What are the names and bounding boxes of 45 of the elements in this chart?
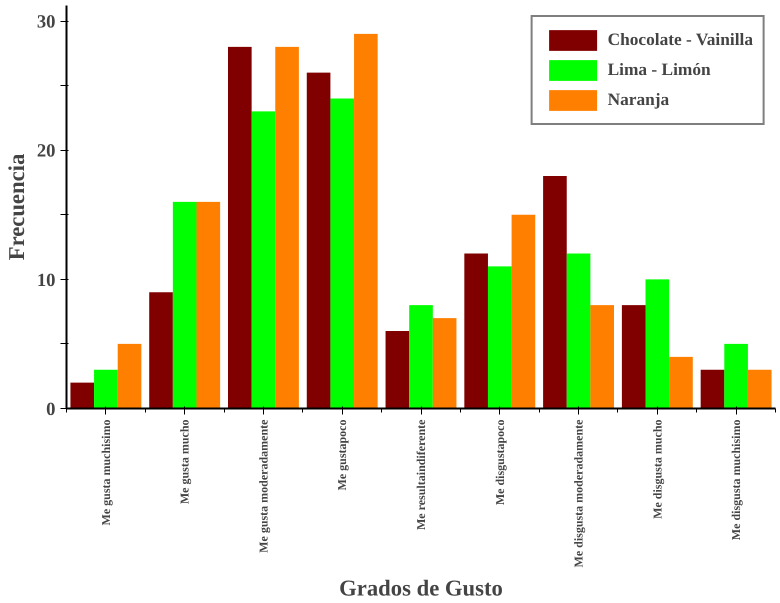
y-tick-label: 20 [36,140,56,162]
bar [354,34,378,408]
bar [118,344,142,408]
bar [512,214,536,408]
bar [306,72,330,408]
x-tick-label: Me gusta muchisimo [98,419,113,526]
bar [386,331,410,408]
bar [566,254,590,408]
x-tick-label: Me resultaindiferente [414,418,428,530]
bar [330,98,354,408]
x-tick-label: Me gustapoco [335,419,350,490]
bar [590,305,614,408]
bar [724,344,748,408]
legend-label: Lima - Limón [608,60,711,80]
bar [543,176,567,408]
bar [646,279,670,408]
bar [464,254,488,408]
x-tick-label: Me gusta mucho [178,419,192,504]
legend-label: Naranja [608,90,670,110]
bar [149,292,173,408]
y-tick-label: 0 [46,399,56,420]
x-tick-label: Me gusta moderadamente [256,418,270,553]
x-tick-label: Me disgusta moderadamente [572,418,586,568]
bar [488,266,512,408]
bar [94,370,118,408]
bar [669,356,693,408]
bar [70,382,94,408]
bar [252,111,276,408]
x-axis-title: Grados de Gusto [339,575,503,600]
y-axis-title: Frecuencia [4,154,29,260]
y-tick-label: 30 [36,12,56,32]
y-tick-label: 10 [36,270,56,291]
legend-label: Chocolate - Vainilla [608,30,753,50]
bar [228,46,252,408]
bar [409,305,433,408]
bar [700,370,724,408]
bar [622,305,646,408]
x-tick-label: Me disgustapoco [492,420,507,506]
bar [432,318,456,408]
x-tick-label: Me disgusta muchisimo [729,419,744,540]
bar [196,202,220,408]
bar [275,46,299,408]
x-tick-label: Me disgusta mucho [650,419,664,519]
bar [748,370,772,408]
bar [172,202,196,408]
